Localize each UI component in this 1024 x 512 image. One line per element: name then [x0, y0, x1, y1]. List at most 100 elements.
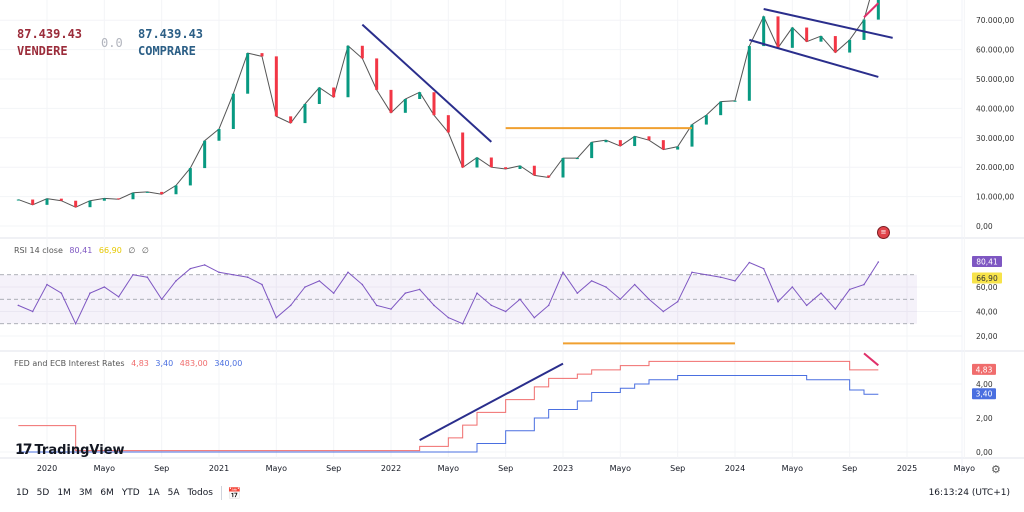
rsi-legend[interactable]: RSI 14 close 80,41 66,90 ∅ ∅: [14, 246, 153, 255]
trendline-drawing: [863, 352, 879, 367]
price-candle: [719, 101, 723, 116]
x-tick-label: Sep: [154, 464, 169, 473]
price-candle: [174, 185, 178, 195]
range-6m[interactable]: 6M: [100, 488, 114, 498]
y-tick-label: 70.000,00: [976, 16, 1014, 25]
price-candle: [661, 140, 665, 150]
range-3m[interactable]: 3M: [78, 488, 93, 498]
rsi-last-value-badge: [972, 255, 1002, 267]
y-tick-label: 0,00: [976, 448, 993, 457]
rsi-point: [160, 298, 163, 301]
rsi-point: [576, 292, 579, 294]
buy-button[interactable]: 87.439.43 COMPRARE: [138, 26, 203, 60]
trendline-drawing: [863, 2, 880, 18]
x-tick-label: 2022: [381, 464, 401, 473]
price-candle: [590, 142, 594, 159]
rate-last-label-fed: 4,83: [976, 365, 993, 374]
rate-last-badge-fed: [972, 363, 996, 375]
y-tick-label: 20.000,00: [976, 163, 1014, 172]
buy-price: 87.439.43: [138, 27, 204, 41]
rsi-point: [103, 286, 106, 288]
rsi-point: [304, 286, 306, 288]
rsi-point: [863, 283, 865, 286]
price-candle: [188, 168, 192, 186]
rsi-point: [89, 292, 91, 294]
rsi-point: [332, 292, 335, 294]
rates-legend-ecb: 3,40: [155, 359, 174, 368]
rsi-point: [619, 298, 622, 301]
rsi-point: [418, 288, 421, 291]
price-candle: [59, 198, 63, 201]
rsi-point: [175, 280, 177, 282]
y-tick-label: 40,00: [976, 308, 998, 317]
price-candle: [633, 136, 637, 147]
rate-line-fed: [18, 360, 879, 452]
rsi-point: [834, 308, 837, 310]
rsi-point: [633, 283, 636, 286]
rsi-point: [318, 280, 321, 282]
price-candle: [575, 158, 579, 160]
rsi-point: [447, 316, 450, 319]
sell-button[interactable]: 87.439.43 VENDERE: [17, 26, 82, 60]
price-candle: [604, 140, 608, 143]
range-1d[interactable]: 1D: [16, 488, 29, 498]
price-candle: [246, 53, 250, 94]
range-5a[interactable]: 5A: [167, 488, 180, 498]
price-candle: [102, 198, 106, 201]
rsi-point: [676, 300, 679, 303]
clock-timezone[interactable]: 16:13:24 (UTC+1): [928, 488, 1010, 498]
price-candle: [547, 175, 551, 178]
price-candle: [375, 58, 379, 90]
range-ytd[interactable]: YTD: [121, 488, 140, 498]
price-candle: [432, 92, 436, 116]
go-to-date-calendar-icon[interactable]: 📅: [227, 486, 242, 500]
rsi-point: [791, 286, 794, 288]
price-candle: [31, 199, 35, 205]
y-tick-label: 50.000,00: [976, 75, 1014, 84]
price-candle: [876, 0, 880, 20]
price-candle: [346, 45, 350, 98]
rsi-legend-value: 80,41: [69, 246, 93, 255]
sell-price: 87.439.43: [17, 27, 83, 41]
trendline-drawing: [763, 8, 893, 39]
tradingview-logo[interactable]: 17 TradingView: [15, 442, 125, 458]
range-all[interactable]: Todos: [187, 488, 213, 498]
price-candle: [561, 158, 565, 178]
rsi-point: [361, 283, 364, 286]
rsi-point: [232, 273, 235, 276]
rsi-point: [504, 310, 507, 313]
price-candle: [289, 116, 293, 124]
price-candle: [260, 53, 264, 57]
price-candle: [317, 87, 321, 104]
rsi-point: [820, 292, 822, 294]
price-candle: [389, 89, 393, 113]
price-candle: [274, 56, 278, 117]
x-tick-label: Sep: [842, 464, 857, 473]
price-candle: [203, 140, 207, 169]
x-tick-label: Sep: [670, 464, 685, 473]
range-1a[interactable]: 1A: [147, 488, 160, 498]
x-tick-label: 2024: [725, 464, 745, 473]
trading-chart[interactable]: 2020 Mayo Sep 2021 Mayo Sep 2022 Mayo Sep 2023 May…: [0, 0, 1024, 480]
x-tick-label: 2025: [897, 464, 917, 473]
price-candle: [819, 36, 823, 42]
price-candle: [489, 157, 493, 168]
trendline-drawing: [419, 362, 564, 441]
price-candle: [231, 93, 235, 129]
price-candle: [805, 27, 809, 42]
price-candle: [747, 46, 751, 101]
range-5d[interactable]: 5D: [36, 488, 50, 498]
rsi-point: [31, 310, 34, 313]
price-candle: [461, 132, 465, 168]
price-candle: [418, 92, 422, 99]
range-1m[interactable]: 1M: [57, 488, 71, 498]
rsi-point: [476, 292, 478, 294]
x-tick-label: Sep: [498, 464, 513, 473]
rsi-point: [648, 298, 650, 301]
price-candle: [676, 146, 680, 150]
economic-event-flag-icon[interactable]: ≡: [877, 226, 890, 239]
rsi-point: [705, 273, 708, 276]
rates-legend[interactable]: FED and ECB Interest Rates 4,83 3,40 483…: [14, 359, 246, 368]
settings-gear-icon[interactable]: ⚙: [991, 463, 1001, 476]
x-tick-label: Sep: [326, 464, 341, 473]
